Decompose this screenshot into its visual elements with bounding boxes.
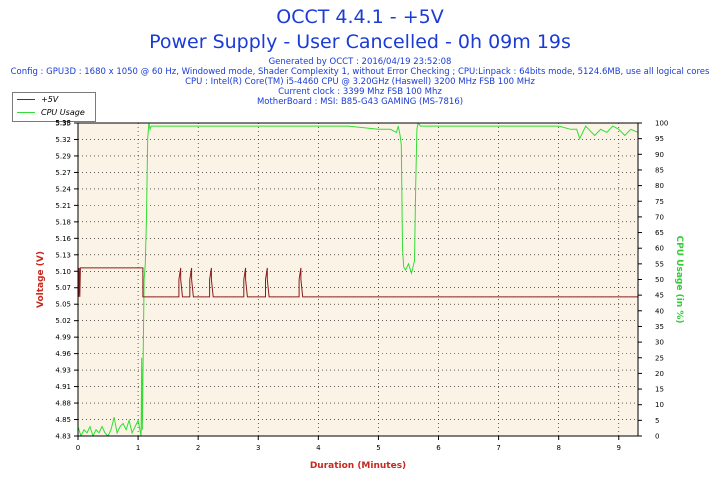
- y-tick-label: 4.96: [55, 350, 71, 358]
- y2-tick-label: 0: [655, 433, 659, 441]
- y-tick-label: 5.27: [55, 169, 71, 177]
- y2-tick-label: 60: [655, 245, 664, 253]
- y-tick-label: 5.05: [55, 301, 71, 309]
- x-tick-label: 8: [556, 444, 560, 452]
- y-tick-label: 5.16: [55, 235, 71, 243]
- y2-tick-label: 35: [655, 323, 664, 331]
- y2-tick-label: 40: [655, 307, 664, 315]
- y2-tick-label: 25: [655, 354, 664, 362]
- x-tick-label: 0: [76, 444, 80, 452]
- legend-swatch-voltage: [17, 99, 35, 100]
- series-line-cpu-usage: [78, 123, 638, 436]
- x-tick-label: 4: [316, 444, 321, 452]
- plot-area: [78, 123, 638, 436]
- y-tick-label: 5.32: [55, 136, 71, 144]
- y2-tick-label: 10: [655, 401, 664, 409]
- y-tick-label: 5.24: [55, 185, 71, 193]
- y-tick-label: 5.13: [55, 251, 71, 259]
- y-tick-label: 4.85: [55, 416, 71, 424]
- legend-swatch-cpu: [17, 112, 35, 113]
- chart-legend: +5V CPU Usage: [12, 92, 96, 122]
- x-tick-label: 2: [196, 444, 200, 452]
- y2-tick-label: 65: [655, 229, 664, 237]
- plot-frame: [77, 122, 639, 437]
- y-tick-label: 5.29: [55, 152, 71, 160]
- y-tick-label: 4.93: [55, 367, 71, 375]
- x-tick-label: 3: [256, 444, 260, 452]
- y-tick-label: 4.88: [55, 400, 71, 408]
- info-config: Config : GPU3D : 1680 x 1050 @ 60 Hz, Wi…: [10, 67, 710, 77]
- y2-tick-label: 75: [655, 198, 664, 206]
- y2-tick-label: 100: [655, 120, 668, 128]
- y-tick-label: 5.10: [55, 268, 71, 276]
- y-tick-label-top: 5.38: [55, 119, 71, 127]
- info-motherboard: MotherBoard : MSI: B85-G43 GAMING (MS-78…: [256, 97, 464, 107]
- y2-tick-label: 30: [655, 339, 664, 347]
- info-generated: Generated by OCCT : 2016/04/19 23:52:08: [268, 57, 452, 67]
- y2-tick-label: 45: [655, 292, 664, 300]
- chart-subtitle: Power Supply - User Cancelled - 0h 09m 1…: [149, 31, 571, 53]
- y-tick-label: 5.35: [55, 120, 71, 128]
- y-tick-label: 5.07: [55, 284, 71, 292]
- series-line-voltage: [78, 267, 638, 298]
- y-tick-label: 5.02: [55, 317, 71, 325]
- legend-label-cpu: CPU Usage: [41, 108, 85, 117]
- y-tick-label: 4.99: [55, 334, 71, 342]
- info-clock: Current clock : 3399 Mhz FSB 100 Mhz: [278, 87, 442, 97]
- x-tick-label: 5: [376, 444, 380, 452]
- y-axis-label: Voltage (V): [36, 251, 46, 308]
- y2-tick-label: 5: [655, 417, 659, 425]
- y2-tick-label: 80: [655, 182, 664, 190]
- y2-tick-label: 15: [655, 386, 664, 394]
- y2-tick-label: 85: [655, 166, 664, 174]
- y2-tick-label: 20: [655, 370, 664, 378]
- y2-axis-label: CPU Usage (in %): [674, 236, 684, 324]
- y-tick-label: 5.21: [55, 202, 71, 210]
- y2-tick-label: 55: [655, 260, 664, 268]
- info-cpu: CPU : Intel(R) Core(TM) i5-4460 CPU @ 3.…: [185, 77, 535, 87]
- legend-item-cpu: CPU Usage: [17, 107, 85, 119]
- y-tick-label: 4.83: [55, 433, 71, 441]
- y-tick-label: 5.18: [55, 218, 71, 226]
- y2-tick-label: 95: [655, 135, 664, 143]
- y2-tick-label: 90: [655, 151, 664, 159]
- y2-tick-label: 50: [655, 276, 664, 284]
- x-axis-label: Duration (Minutes): [310, 461, 406, 471]
- y2-tick-label: 70: [655, 213, 664, 221]
- legend-label-voltage: +5V: [41, 95, 59, 104]
- x-tick-label: 7: [496, 444, 500, 452]
- x-tick-label: 9: [617, 444, 621, 452]
- legend-item-voltage: +5V: [17, 94, 58, 106]
- x-tick-label: 1: [136, 444, 140, 452]
- y-tick-label: 4.91: [55, 383, 71, 391]
- chart-title: OCCT 4.4.1 - +5V: [276, 6, 444, 28]
- x-tick-label: 6: [436, 444, 441, 452]
